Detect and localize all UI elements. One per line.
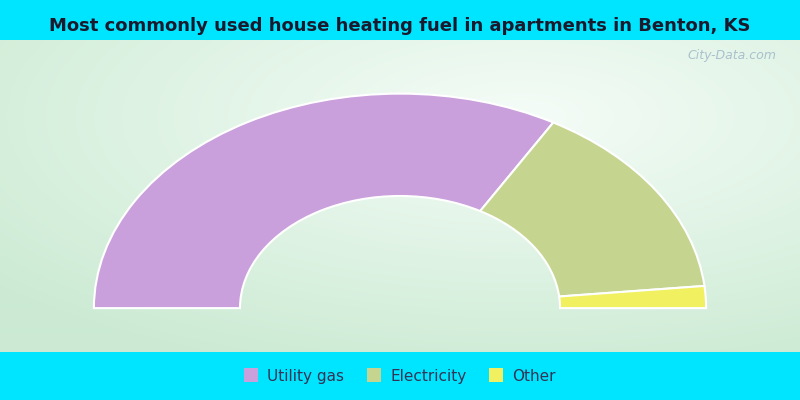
Wedge shape xyxy=(94,94,554,308)
Text: City-Data.com: City-Data.com xyxy=(687,49,776,62)
Wedge shape xyxy=(480,122,705,296)
Wedge shape xyxy=(559,286,706,308)
Legend: Utility gas, Electricity, Other: Utility gas, Electricity, Other xyxy=(238,362,562,390)
Text: Most commonly used house heating fuel in apartments in Benton, KS: Most commonly used house heating fuel in… xyxy=(50,17,750,35)
